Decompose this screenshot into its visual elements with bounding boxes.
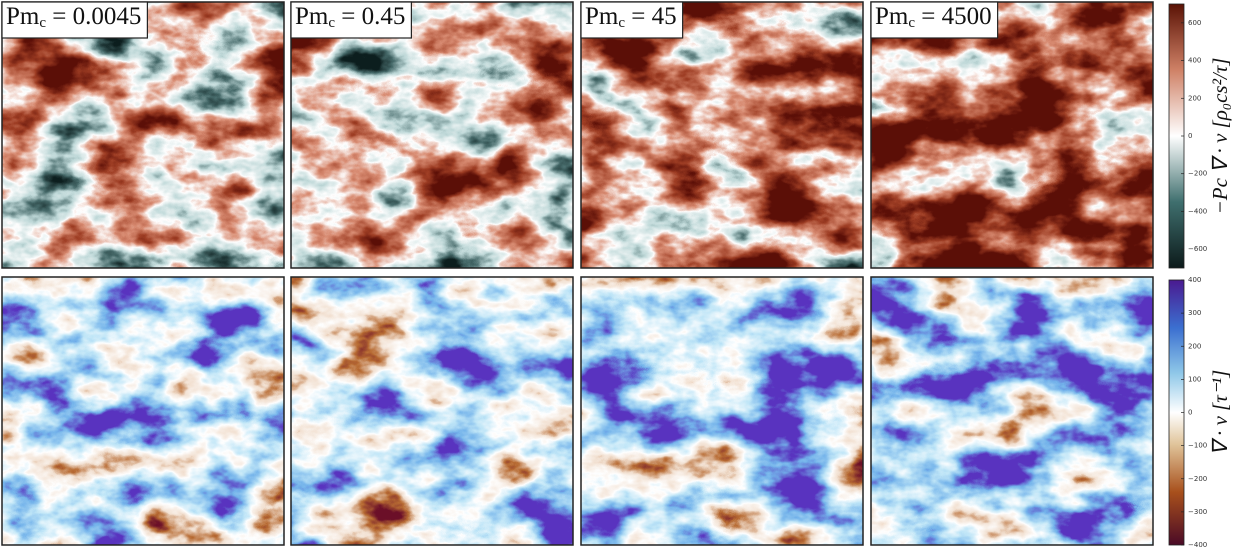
field-panel [2, 2, 284, 268]
title-subscript: c [908, 15, 915, 31]
title-name: Pm [295, 3, 329, 30]
field-panel [291, 277, 573, 545]
title-text: = 0.0045 [46, 3, 141, 30]
panels: Pmc = 0.0045 Pmc = 0.45 Pmc = 45 Pmc = 4500 [1, 1, 1154, 546]
title-name: Pm [875, 3, 909, 30]
tick-label: −400 [1188, 207, 1207, 215]
tick-label: −600 [1188, 245, 1207, 253]
tick-label: −200 [1188, 475, 1207, 483]
title-box [580, 1, 684, 39]
colorbar-label: ∇ · v [τ⁻¹] [1208, 370, 1232, 456]
colorbar-label: −Pc ∇ · v [ρ₀cs²/τ] [1208, 58, 1232, 215]
title-name: Pm [585, 3, 619, 30]
title-text: = 0.45 [335, 3, 405, 30]
tick-label: −300 [1188, 508, 1207, 516]
tick-label: 100 [1188, 375, 1201, 383]
title-subscript: c [618, 15, 625, 31]
field-panel [581, 2, 863, 268]
title-text: = 45 [625, 3, 677, 30]
title-box [1, 1, 148, 39]
panel-title: Pmc = 0.0045 [6, 3, 141, 32]
panel-frame [290, 276, 574, 546]
tick-label: −400 [1188, 541, 1207, 549]
title-box [290, 1, 412, 39]
title-subscript: c [39, 15, 46, 31]
panel-title: Pmc = 0.45 [295, 3, 405, 32]
colorbars: −600 −400 −200 0 200 400 600 −Pc ∇ · v [ρ₀cs²/τ… [1168, 3, 1232, 549]
title-text: = 4500 [915, 3, 992, 30]
tick-label: 200 [1188, 94, 1201, 102]
field-panel [581, 277, 863, 545]
panel-title: Pmc = 45 [585, 3, 677, 32]
tick-label: 0 [1188, 409, 1192, 417]
tick-label: 400 [1188, 276, 1201, 284]
tick-label: 400 [1188, 57, 1201, 65]
title-box [870, 1, 999, 39]
panel-frame [290, 1, 574, 269]
tick-label: −200 [1188, 170, 1207, 178]
tick-label: 600 [1188, 19, 1201, 27]
field-panel [291, 2, 573, 268]
panel-frame [870, 1, 1154, 269]
field-panel [871, 2, 1153, 268]
title-subscript: c [328, 15, 335, 31]
panel-title: Pmc = 4500 [875, 3, 992, 32]
panel-frame [870, 276, 1154, 546]
panel-frame [580, 276, 864, 546]
tick-label: 200 [1188, 342, 1201, 350]
field-panel [2, 277, 284, 545]
tick-label: −100 [1188, 442, 1207, 450]
panel-frame [1, 276, 285, 546]
field-panel [871, 277, 1153, 545]
panel-frame [580, 1, 864, 269]
tick-label: 0 [1188, 132, 1192, 140]
title-name: Pm [6, 3, 40, 30]
tick-label: 300 [1188, 309, 1201, 317]
